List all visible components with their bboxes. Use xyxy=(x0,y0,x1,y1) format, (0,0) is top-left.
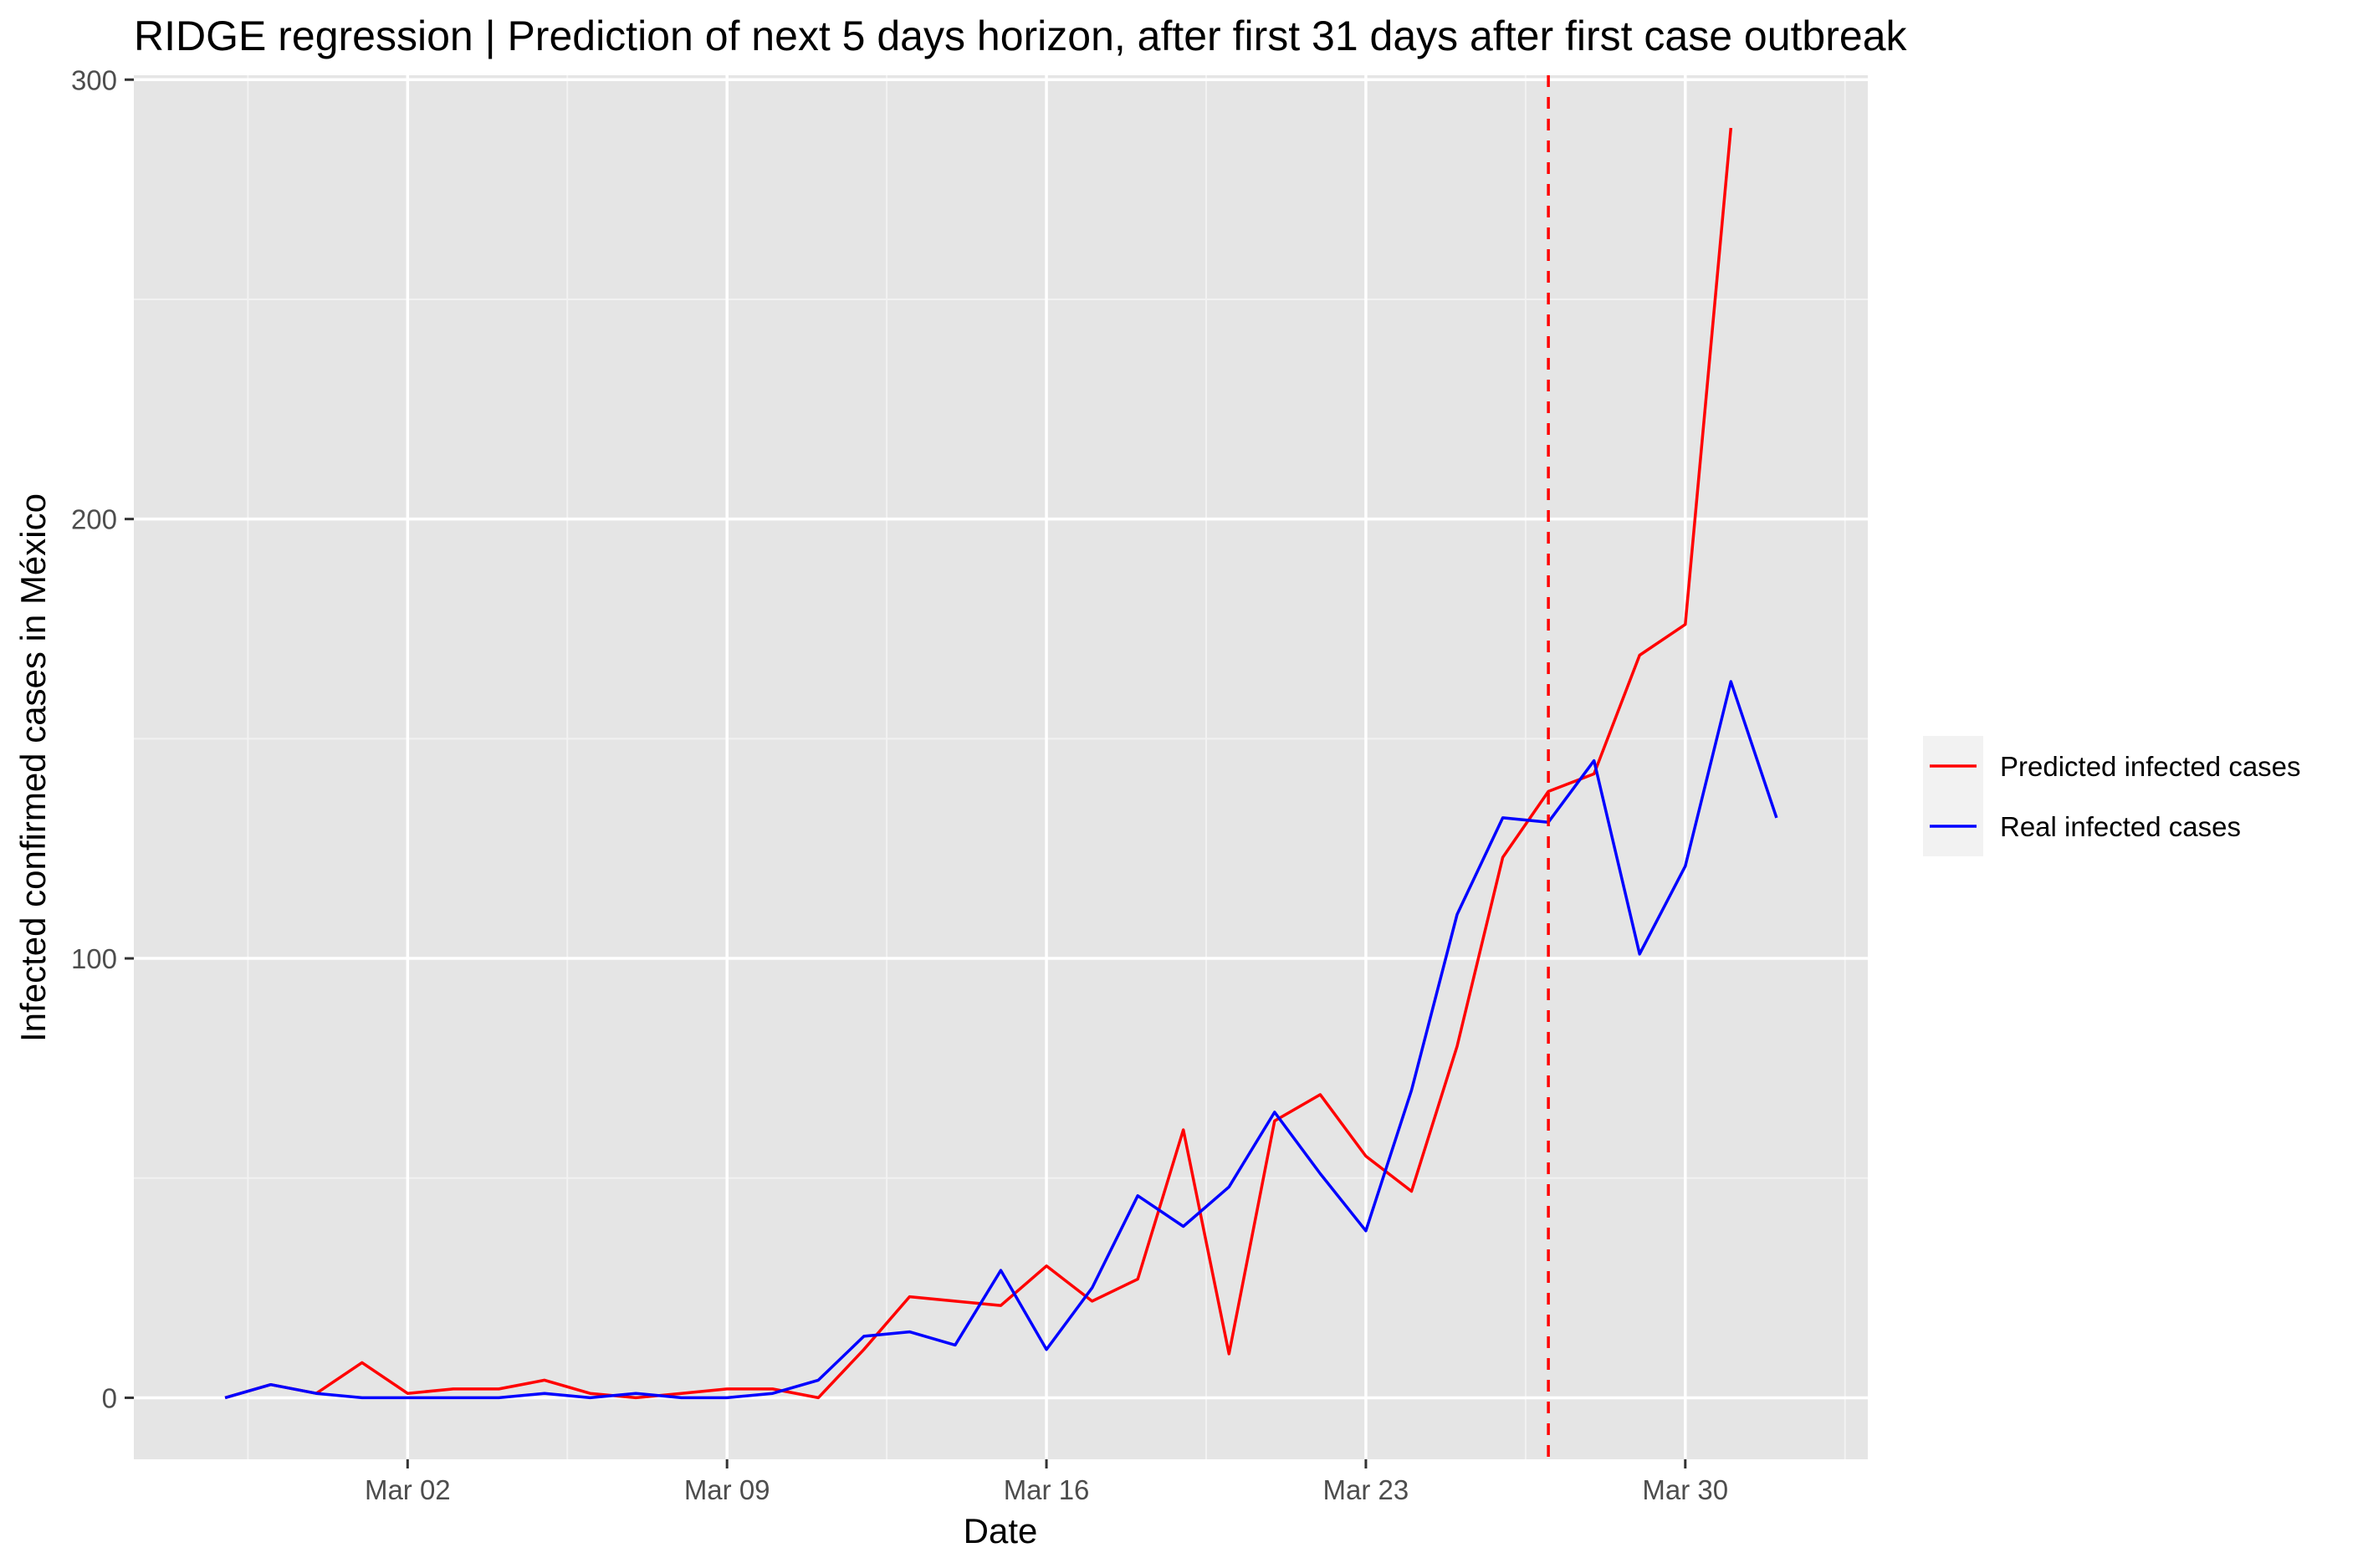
x-axis-title: Date xyxy=(964,1511,1038,1550)
y-axis: 0 100 200 300 xyxy=(71,64,134,1413)
x-axis: Mar 02 Mar 09 Mar 16 Mar 23 Mar 30 xyxy=(365,1459,1728,1505)
y-tick-label: 300 xyxy=(71,64,117,95)
major-gridlines xyxy=(134,75,1868,1459)
legend-label: Real infected cases xyxy=(2000,811,2241,842)
y-tick-label: 200 xyxy=(71,504,117,535)
series-layer xyxy=(224,127,1778,1400)
y-tick-label: 100 xyxy=(71,943,117,974)
legend: Predicted infected cases Real infected ca… xyxy=(1923,736,2301,856)
legend-label: Predicted infected cases xyxy=(2000,751,2301,782)
series-line-real-infected-cases xyxy=(224,680,1778,1400)
x-tick-label: Mar 16 xyxy=(1004,1474,1090,1505)
x-tick-label: Mar 02 xyxy=(365,1474,451,1505)
chart-title: RIDGE regression | Prediction of next 5 … xyxy=(134,13,1908,59)
minor-gridlines xyxy=(134,75,1868,1459)
plot-panel xyxy=(134,75,1868,1459)
series-line-predicted-infected-cases xyxy=(224,127,1733,1400)
y-tick-label: 0 xyxy=(102,1382,117,1413)
x-tick-label: Mar 23 xyxy=(1323,1474,1409,1505)
x-tick-label: Mar 09 xyxy=(684,1474,770,1505)
y-axis-title: Infected confirmed cases in México xyxy=(13,493,53,1042)
x-tick-label: Mar 30 xyxy=(1642,1474,1728,1505)
